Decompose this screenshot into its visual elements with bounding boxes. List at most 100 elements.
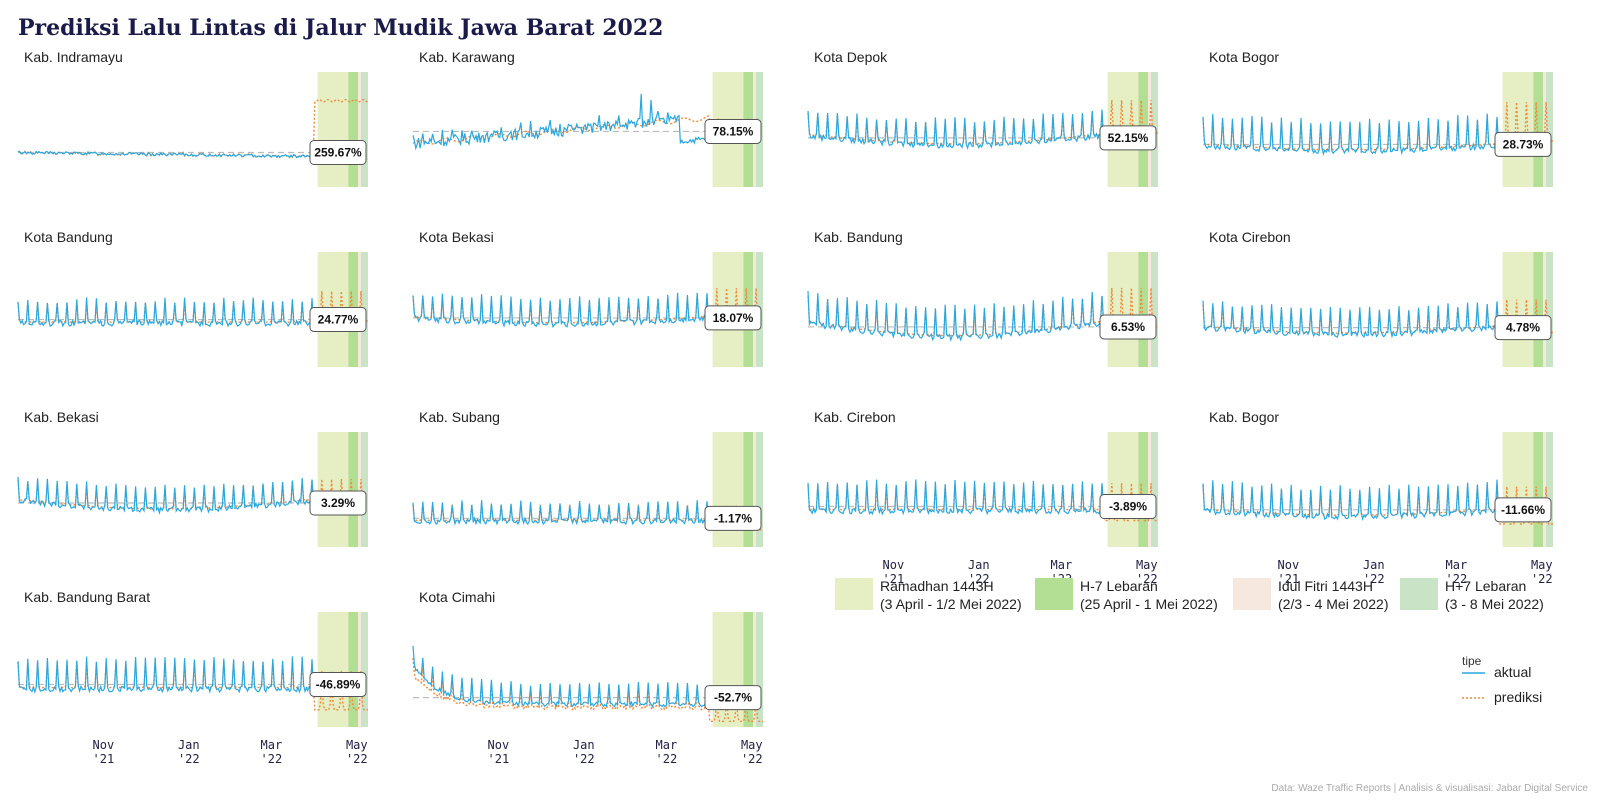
x-tick-label: '22: [346, 752, 368, 766]
period-band: [756, 612, 763, 727]
change-label: -11.66%: [1501, 503, 1545, 517]
x-tick-label: '21: [488, 752, 510, 766]
change-label-box: [1494, 315, 1552, 341]
prediksi-line: [412, 115, 764, 145]
period-band: [348, 612, 359, 727]
period-band: [1148, 432, 1151, 547]
panel-title: Kota Bandung: [24, 229, 113, 245]
change-label-box: [704, 505, 762, 531]
panel-title: Kab. Subang: [419, 409, 500, 425]
panel: Kab. Karawang 78.15%: [412, 49, 764, 187]
caption: Data: Waze Traffic Reports | Analisis & …: [1271, 783, 1588, 794]
change-label: -3.89%: [1109, 500, 1147, 514]
x-tick-label: '21: [883, 572, 905, 586]
panel-title: Kab. Indramayu: [24, 49, 123, 65]
period-legend-swatch: [1035, 578, 1073, 610]
panel: Kota Bandung 24.77%: [17, 229, 368, 367]
x-tick-label: '22: [178, 752, 200, 766]
panel: Kota Depok 52.15%: [807, 49, 1158, 187]
x-tick-label: '22: [261, 752, 283, 766]
aktual-line: [807, 479, 1105, 516]
change-label: -52.7%: [714, 691, 752, 705]
change-label-box: [1099, 314, 1157, 340]
period-band: [358, 72, 361, 187]
period-band: [358, 612, 361, 727]
change-label-box: [1099, 494, 1157, 520]
x-tick-label: Jan: [1363, 558, 1385, 572]
change-label-box: [704, 685, 762, 711]
period-legend-swatch: [1400, 578, 1438, 610]
x-tick-label: May: [741, 738, 763, 752]
aktual-line: [412, 645, 711, 708]
change-label-box: [704, 118, 762, 144]
period-legend-label: (3 - 8 Mei 2022): [1445, 596, 1544, 612]
x-tick-label: Jan: [573, 738, 595, 752]
type-legend: tipe aktual prediksi: [1462, 654, 1542, 705]
x-tick-label: Mar: [656, 738, 678, 752]
period-band: [1546, 432, 1553, 547]
period-band: [348, 432, 359, 547]
change-label-box: [309, 671, 367, 697]
x-tick-label: '22: [741, 752, 763, 766]
period-band: [743, 432, 754, 547]
period-band: [753, 612, 756, 727]
panel-title: Kota Bogor: [1209, 49, 1279, 65]
x-tick-label: '21: [1278, 572, 1300, 586]
change-label: 28.73%: [1503, 137, 1544, 151]
change-label: 24.77%: [318, 313, 359, 327]
period-legend-label: (3 April - 1/2 Mei 2022): [880, 596, 1022, 612]
x-tick-label: Jan: [178, 738, 200, 752]
period-band: [1533, 432, 1544, 547]
change-label-box: [309, 490, 367, 516]
x-tick-label: '22: [1531, 572, 1553, 586]
panel: Kab. Subang -1.17%: [412, 409, 763, 547]
period-band: [1138, 252, 1149, 367]
x-tick-label: Jan: [968, 558, 990, 572]
x-tick-label: '22: [573, 752, 595, 766]
aktual-line: [17, 150, 316, 159]
change-label-box: [1099, 125, 1157, 151]
change-label: -46.89%: [316, 677, 361, 691]
change-label-box: [1494, 131, 1552, 157]
x-tick-label: Nov: [93, 738, 115, 752]
panel: Kab. Bekasi 3.29%: [17, 409, 368, 547]
period-band: [756, 432, 763, 547]
period-band: [361, 72, 368, 187]
change-label-box: [309, 140, 367, 165]
period-legend-label: Idul Fitri 1443H: [1278, 578, 1373, 594]
x-tick-label: Mar: [1446, 558, 1468, 572]
panel-title: Kota Cirebon: [1209, 229, 1291, 245]
period-legend: Ramadhan 1443H (3 April - 1/2 Mei 2022) H-…: [835, 578, 1544, 612]
change-label: 78.15%: [713, 124, 754, 138]
panel-title: Kab. Karawang: [419, 49, 515, 65]
panel-title: Kota Bekasi: [419, 229, 494, 245]
x-tick-label: '22: [656, 752, 678, 766]
x-tick-label: Nov: [883, 558, 905, 572]
period-legend-label: H-7 Lebaran: [1080, 578, 1158, 594]
panel: Kab. Indramayu 259.67%: [17, 49, 369, 187]
panel-title: Kab. Bandung Barat: [24, 589, 150, 605]
x-tick-label: Nov: [1278, 558, 1300, 572]
aktual-line: [412, 93, 711, 151]
x-tick-label: '22: [1363, 572, 1385, 586]
period-band: [1533, 72, 1544, 187]
panel-title: Kab. Bekasi: [24, 409, 99, 425]
panel: Kota Bekasi 18.07%: [412, 229, 763, 367]
period-band: [1543, 252, 1546, 367]
change-label-box: [1494, 497, 1552, 523]
period-legend-label: (25 April - 1 Mei 2022): [1080, 596, 1218, 612]
aktual-line: [412, 500, 711, 526]
aktual-line: [1202, 300, 1501, 339]
change-label: 6.53%: [1111, 320, 1145, 334]
aktual-line: [807, 109, 1105, 151]
panel-title: Kab. Cirebon: [814, 409, 896, 425]
period-band: [1151, 432, 1158, 547]
chart-title: Prediksi Lalu Lintas di Jalur Mudik Jawa…: [18, 15, 663, 41]
period-legend-swatch: [835, 578, 873, 610]
panel-title: Kab. Bandung: [814, 229, 903, 245]
panel: Kab. Bogor-11.66%Nov'21Jan'22Mar'22May'2…: [1202, 409, 1553, 586]
type-legend-title: tipe: [1462, 654, 1482, 668]
period-band: [1546, 252, 1553, 367]
change-label: 4.78%: [1506, 321, 1540, 335]
